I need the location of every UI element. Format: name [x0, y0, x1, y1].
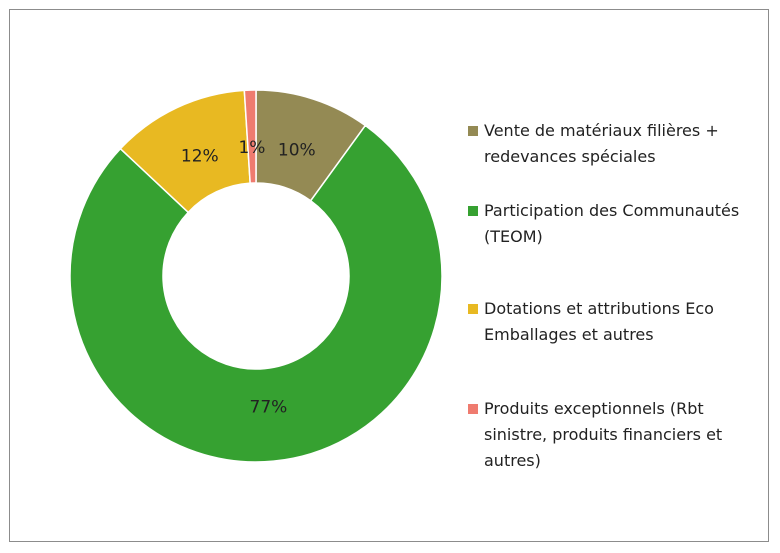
legend-swatch — [468, 404, 478, 414]
legend-entry: Vente de matériaux filières + redevances… — [468, 118, 768, 170]
data-label: 1% — [238, 138, 265, 158]
donut-segment — [69, 124, 443, 463]
data-label: 10% — [278, 140, 316, 160]
data-label: 12% — [181, 147, 219, 167]
legend-label: Vente de matériaux filières + redevances… — [484, 121, 719, 166]
legend-label: Participation des Communautés (TEOM) — [484, 201, 740, 246]
donut-segment — [243, 89, 257, 184]
legend-swatch — [468, 206, 478, 216]
legend-swatch — [468, 126, 478, 136]
legend-entry: Produits exceptionnels (Rbt sinistre, pr… — [468, 396, 768, 474]
data-label: 77% — [250, 397, 288, 417]
legend-entry: Dotations et attributions Eco Emballages… — [468, 296, 768, 348]
legend-label: Produits exceptionnels (Rbt sinistre, pr… — [484, 399, 723, 470]
chart-frame — [9, 9, 769, 542]
legend-entry: Participation des Communautés (TEOM) — [468, 198, 768, 250]
legend-label: Dotations et attributions Eco Emballages… — [484, 299, 714, 344]
legend-swatch — [468, 304, 478, 314]
